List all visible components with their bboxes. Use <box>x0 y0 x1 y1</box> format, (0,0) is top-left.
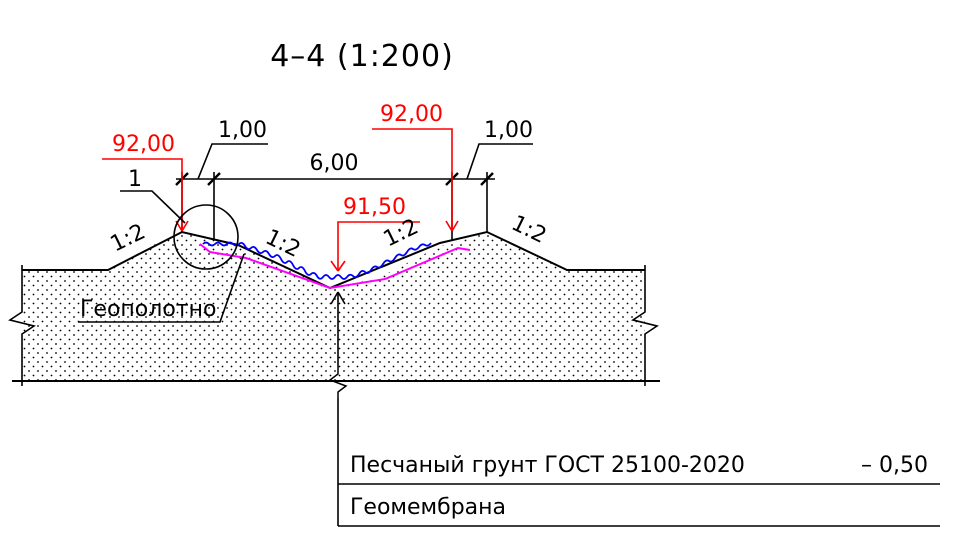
layer-1-name: Песчаный грунт ГОСТ 25100-2020 <box>350 453 745 478</box>
geotextile-leader <box>78 253 245 323</box>
elevation-marks <box>102 128 459 272</box>
crest-left-elevation: 92,00 <box>112 132 175 157</box>
bottom-break-line <box>328 365 348 398</box>
bottom-width-label: 6,00 <box>310 151 359 176</box>
right-break-line <box>631 265 659 386</box>
node-detail-circle <box>173 204 239 270</box>
bottom-elevation: 91,50 <box>343 195 406 220</box>
crest-right-elevation: 92,00 <box>380 102 443 127</box>
node-leader <box>120 190 186 224</box>
geomembrane-line <box>202 241 432 280</box>
left-break-line <box>8 265 36 386</box>
layer-1-thickness: – 0,50 <box>861 453 928 478</box>
berm-right-label: 1,00 <box>484 118 533 143</box>
layer-2-name: Геомембрана <box>350 495 506 520</box>
node-number: 1 <box>128 167 142 192</box>
section-title: 4–4 (1:200) <box>270 39 454 74</box>
layer-leader <box>330 291 940 527</box>
berm-left-label: 1,00 <box>218 118 267 143</box>
slope-inner-right: 1:2 <box>380 214 423 252</box>
slope-outer-right: 1:2 <box>507 211 550 249</box>
slope-inner-left: 1:2 <box>261 225 304 263</box>
geotextile-label: Геополотно <box>80 297 216 322</box>
protective-layer-line <box>199 243 471 290</box>
